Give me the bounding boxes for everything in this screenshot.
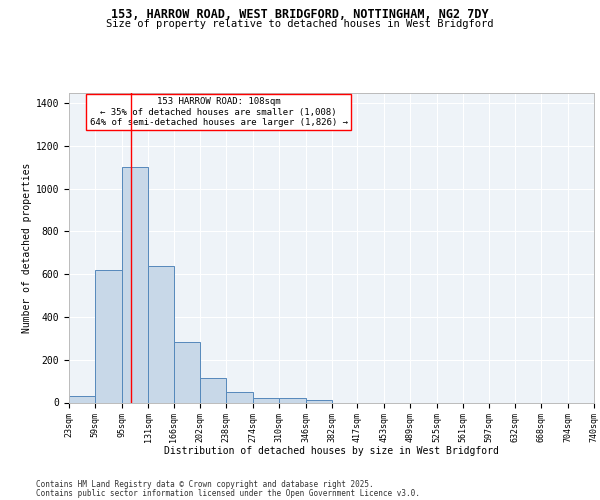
Bar — [200, 378, 226, 402]
Bar — [95, 270, 122, 402]
Text: Size of property relative to detached houses in West Bridgford: Size of property relative to detached ho… — [106, 19, 494, 29]
Bar — [69, 396, 95, 402]
Bar — [226, 392, 253, 402]
Text: 153, HARROW ROAD, WEST BRIDGFORD, NOTTINGHAM, NG2 7DY: 153, HARROW ROAD, WEST BRIDGFORD, NOTTIN… — [111, 8, 489, 20]
Y-axis label: Number of detached properties: Number of detached properties — [22, 162, 32, 332]
Text: Contains public sector information licensed under the Open Government Licence v3: Contains public sector information licen… — [36, 489, 420, 498]
Bar — [148, 266, 174, 402]
Text: Contains HM Land Registry data © Crown copyright and database right 2025.: Contains HM Land Registry data © Crown c… — [36, 480, 374, 489]
Bar — [305, 400, 332, 402]
X-axis label: Distribution of detached houses by size in West Bridgford: Distribution of detached houses by size … — [164, 446, 499, 456]
Bar — [174, 342, 200, 402]
Bar — [279, 398, 305, 402]
Text: 153 HARROW ROAD: 108sqm
← 35% of detached houses are smaller (1,008)
64% of semi: 153 HARROW ROAD: 108sqm ← 35% of detache… — [89, 97, 347, 127]
Bar — [122, 168, 148, 402]
Bar — [253, 398, 279, 402]
